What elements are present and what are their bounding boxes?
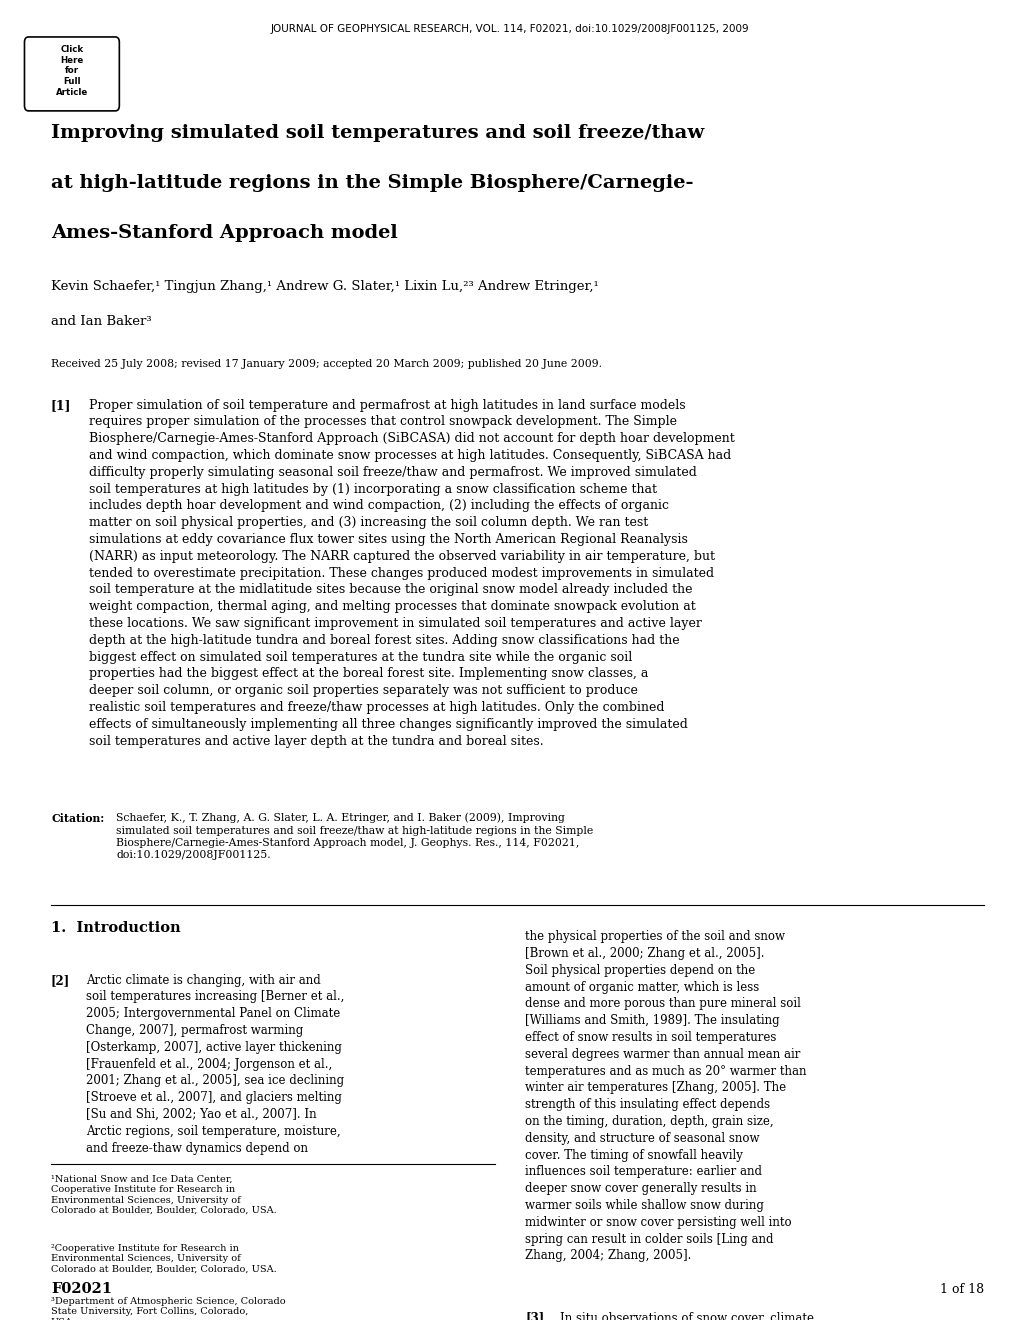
Text: Click
Here
for
Full
Article: Click Here for Full Article xyxy=(56,45,88,96)
Text: F02021: F02021 xyxy=(51,1282,112,1296)
Text: ²Cooperative Institute for Research in
Environmental Sciences, University of
Col: ²Cooperative Institute for Research in E… xyxy=(51,1243,276,1274)
Text: Received 25 July 2008; revised 17 January 2009; accepted 20 March 2009; publishe: Received 25 July 2008; revised 17 Januar… xyxy=(51,359,601,370)
Text: JOURNAL OF GEOPHYSICAL RESEARCH, VOL. 114, F02021, doi:10.1029/2008JF001125, 200: JOURNAL OF GEOPHYSICAL RESEARCH, VOL. 11… xyxy=(270,24,749,34)
Text: Schaefer, K., T. Zhang, A. G. Slater, L. A. Etringer, and I. Baker (2009), Impro: Schaefer, K., T. Zhang, A. G. Slater, L.… xyxy=(116,813,593,861)
Text: Arctic climate is changing, with air and
soil temperatures increasing [Berner et: Arctic climate is changing, with air and… xyxy=(86,974,343,1155)
Text: Citation:: Citation: xyxy=(51,813,104,824)
Text: ³Department of Atmospheric Science, Colorado
State University, Fort Collins, Col: ³Department of Atmospheric Science, Colo… xyxy=(51,1298,285,1320)
FancyBboxPatch shape xyxy=(24,37,119,111)
Text: [1]: [1] xyxy=(51,399,71,412)
Text: In situ observations of snow cover, climate,
permafrost, biomass, and many other: In situ observations of snow cover, clim… xyxy=(559,1312,834,1320)
Text: ¹National Snow and Ice Data Center,
Cooperative Institute for Research in
Enviro: ¹National Snow and Ice Data Center, Coop… xyxy=(51,1175,276,1214)
Text: 1 of 18: 1 of 18 xyxy=(940,1283,983,1296)
Text: Ames-Stanford Approach model: Ames-Stanford Approach model xyxy=(51,224,397,243)
Text: at high-latitude regions in the Simple Biosphere/Carnegie-: at high-latitude regions in the Simple B… xyxy=(51,174,693,193)
Text: 1.  Introduction: 1. Introduction xyxy=(51,921,180,935)
Text: Proper simulation of soil temperature and permafrost at high latitudes in land s: Proper simulation of soil temperature an… xyxy=(89,399,734,747)
Text: [2]: [2] xyxy=(51,974,70,986)
Text: and Ian Baker³: and Ian Baker³ xyxy=(51,315,152,329)
Text: Kevin Schaefer,¹ Tingjun Zhang,¹ Andrew G. Slater,¹ Lixin Lu,²³ Andrew Etringer,: Kevin Schaefer,¹ Tingjun Zhang,¹ Andrew … xyxy=(51,280,598,293)
Text: [3]: [3] xyxy=(525,1312,544,1320)
Text: Improving simulated soil temperatures and soil freeze/thaw: Improving simulated soil temperatures an… xyxy=(51,124,703,143)
Text: the physical properties of the soil and snow
[Brown et al., 2000; Zhang et al., : the physical properties of the soil and … xyxy=(525,931,806,1262)
